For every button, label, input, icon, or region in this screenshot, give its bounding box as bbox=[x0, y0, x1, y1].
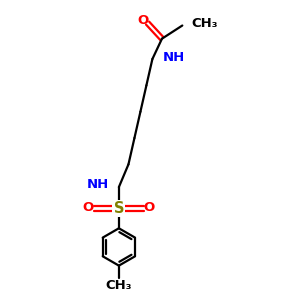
Text: O: O bbox=[138, 14, 149, 27]
Text: NH: NH bbox=[87, 178, 109, 191]
Text: CH₃: CH₃ bbox=[191, 17, 218, 30]
Text: S: S bbox=[114, 201, 124, 216]
Text: O: O bbox=[144, 201, 155, 214]
Text: O: O bbox=[83, 201, 94, 214]
Text: NH: NH bbox=[162, 51, 185, 64]
Text: CH₃: CH₃ bbox=[106, 279, 132, 292]
